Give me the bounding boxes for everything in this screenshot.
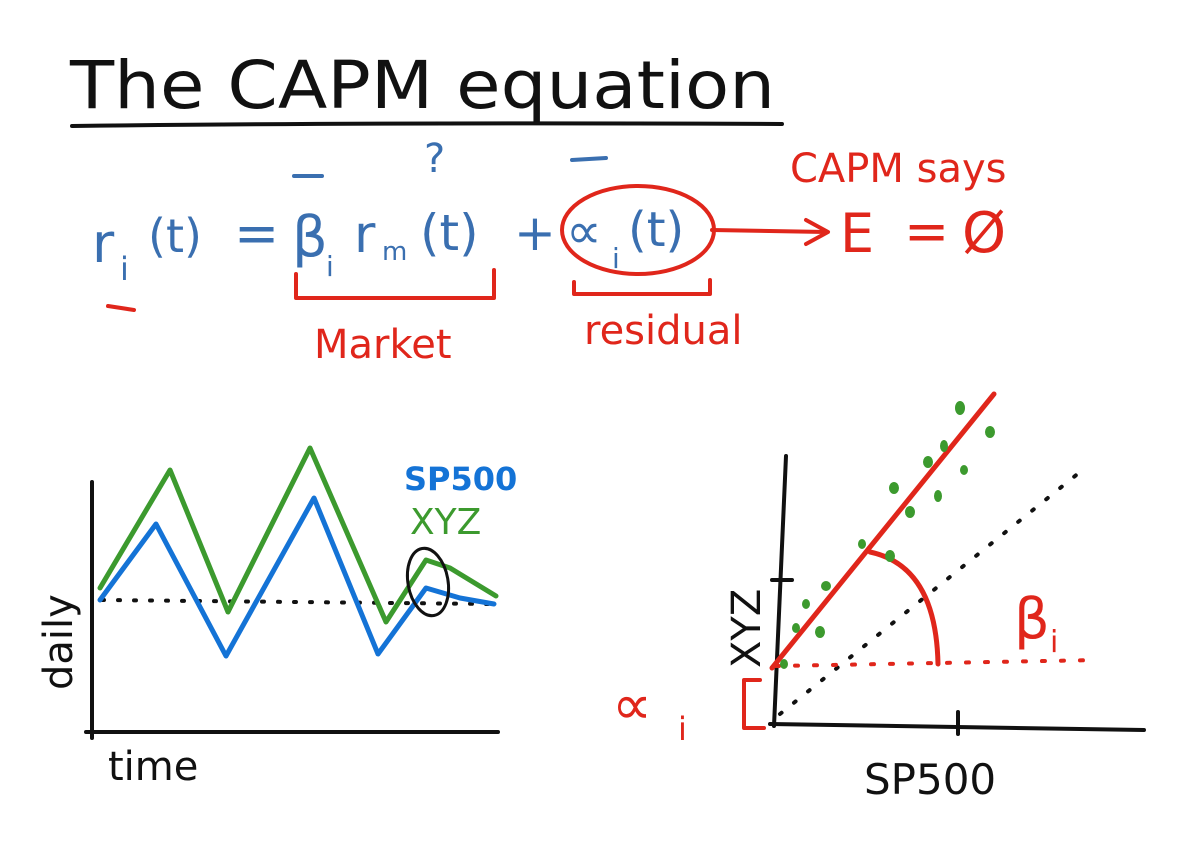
- capm-equation: r i (t) = β i r m (t) ? + ∝ i (t): [92, 136, 830, 312]
- scatter-point: [985, 426, 995, 438]
- scatter-point: [821, 581, 831, 591]
- zero-baseline: [100, 598, 494, 606]
- left-x-label: time: [108, 744, 198, 790]
- expectation-zero: Ø: [962, 201, 1006, 266]
- eq-beta-sub: i: [326, 250, 334, 283]
- eq-rm-sub: m: [382, 237, 407, 267]
- alpha-bracket: [742, 678, 766, 730]
- scatter-point: [780, 659, 788, 669]
- eq-equals: =: [234, 202, 279, 265]
- beta-label: β: [1014, 587, 1050, 652]
- legend-sp500: SP500: [404, 460, 517, 498]
- regression-line: [769, 391, 997, 671]
- expectation-equals: =: [904, 200, 949, 263]
- alpha-bar: [570, 156, 608, 162]
- scatter-point: [885, 550, 895, 562]
- eq-plus: +: [514, 204, 556, 262]
- question-mark: ?: [424, 136, 445, 182]
- page-title: The CAPM equation: [69, 47, 775, 124]
- alpha-arrow: [710, 228, 828, 234]
- eq-beta: β: [292, 205, 328, 270]
- eq-lhs-sub: i: [120, 250, 129, 288]
- scatter-point: [792, 623, 800, 633]
- scatter-point: [889, 482, 899, 494]
- expectation-e: E: [840, 202, 874, 265]
- market-bracket: [294, 268, 496, 300]
- scatter-point: [815, 626, 825, 638]
- scatter-point: [923, 456, 933, 468]
- scatter-point: [955, 401, 965, 415]
- scatter-points: [780, 401, 995, 669]
- eq-lhs-arg: (t): [148, 209, 202, 263]
- right-y-axis: [772, 454, 788, 728]
- intercept-level-line: [774, 658, 1100, 668]
- beta-angle-arc: [867, 549, 941, 667]
- xyz-series-line: [97, 445, 499, 625]
- legend-xyz: XYZ: [410, 502, 481, 543]
- eq-rm-r: r: [354, 205, 376, 265]
- eq-lhs-red-underline: [106, 304, 136, 312]
- left-y-label: daily: [36, 594, 82, 690]
- eq-lhs-r: r: [92, 212, 115, 275]
- market-label: Market: [314, 322, 452, 368]
- time-series-chart: SP500 XYZ daily time: [36, 445, 517, 790]
- scatter-point: [905, 506, 915, 518]
- scatter-point: [802, 599, 810, 609]
- right-x-label: SP500: [864, 755, 996, 804]
- eq-alpha-arg: (t): [628, 202, 684, 258]
- scatter-point: [940, 440, 948, 452]
- capm-says-label: CAPM says: [790, 146, 1007, 192]
- regression-scatter-chart: XYZ SP500 β i ∝ i: [612, 391, 1146, 804]
- residual-label: residual: [584, 308, 743, 354]
- right-y-label: XYZ: [724, 589, 770, 668]
- beta-label-sub: i: [1050, 625, 1058, 660]
- scatter-point: [960, 465, 968, 475]
- eq-rm-arg: (t): [420, 204, 479, 262]
- alpha-label-sub: i: [678, 710, 687, 748]
- alpha-label: ∝: [612, 673, 652, 738]
- divergence-circle: [405, 546, 451, 618]
- eq-alpha-sub: i: [612, 242, 620, 275]
- scatter-point: [858, 539, 866, 549]
- residual-bracket: [572, 278, 712, 296]
- scatter-point: [934, 490, 942, 502]
- title-underline: [70, 121, 784, 128]
- alpha-arrow-head: [804, 218, 830, 246]
- sp500-series-line: [97, 495, 497, 659]
